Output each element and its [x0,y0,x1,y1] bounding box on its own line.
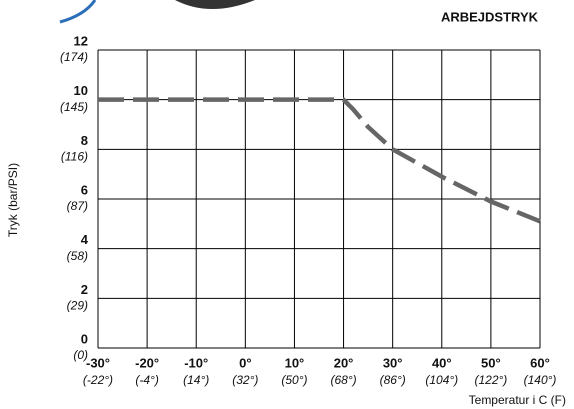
x2-tick-label: (14°) [183,373,209,387]
x-tick-label: 10° [285,355,305,370]
x2-tick-label: (122°) [474,373,507,387]
x2-tick-label: (-4°) [135,373,158,387]
y-tick-label: 4 [81,232,89,247]
x2-tick-label: (50°) [281,373,307,387]
y-tick-label: 8 [81,133,88,148]
y2-tick-label: (174) [60,50,88,64]
y2-tick-label: (145) [60,100,88,114]
y2-tick-label: (29) [67,299,88,313]
y2-tick-label: (0) [73,348,88,362]
decoration [175,0,255,9]
x-tick-label: 20° [334,355,354,370]
x-axis-label: Temperatur i C (F) [469,393,566,407]
x-tick-label: 50° [481,355,501,370]
y-tick-label: 6 [81,182,88,197]
y-tick-label: 0 [81,331,88,346]
x-tick-label: 40° [432,355,452,370]
y-tick-label: 10 [74,83,88,98]
y-tick-label: 12 [74,33,88,48]
x-tick-label: -10° [184,355,208,370]
x-tick-label: -30° [86,355,110,370]
y2-tick-label: (87) [67,199,88,213]
x-tick-label: 60° [530,355,550,370]
x2-tick-label: (86°) [380,373,406,387]
chart-title: ARBEJDSTRYK [441,9,539,24]
x2-tick-label: (-22°) [83,373,113,387]
x-tick-label: -20° [135,355,159,370]
y-axis-label: Tryk (bar/PSI) [6,163,20,237]
x-tick-label: 30° [383,355,403,370]
decoration [59,0,97,24]
x2-tick-label: (104°) [425,373,458,387]
x2-tick-label: (140°) [524,373,557,387]
x2-tick-label: (32°) [232,373,258,387]
y2-tick-label: (58) [67,249,88,263]
x2-tick-label: (68°) [330,373,356,387]
y2-tick-label: (116) [61,150,88,164]
data-line [98,97,541,224]
x-tick-label: 0° [239,355,251,370]
y-tick-label: 2 [81,282,88,297]
